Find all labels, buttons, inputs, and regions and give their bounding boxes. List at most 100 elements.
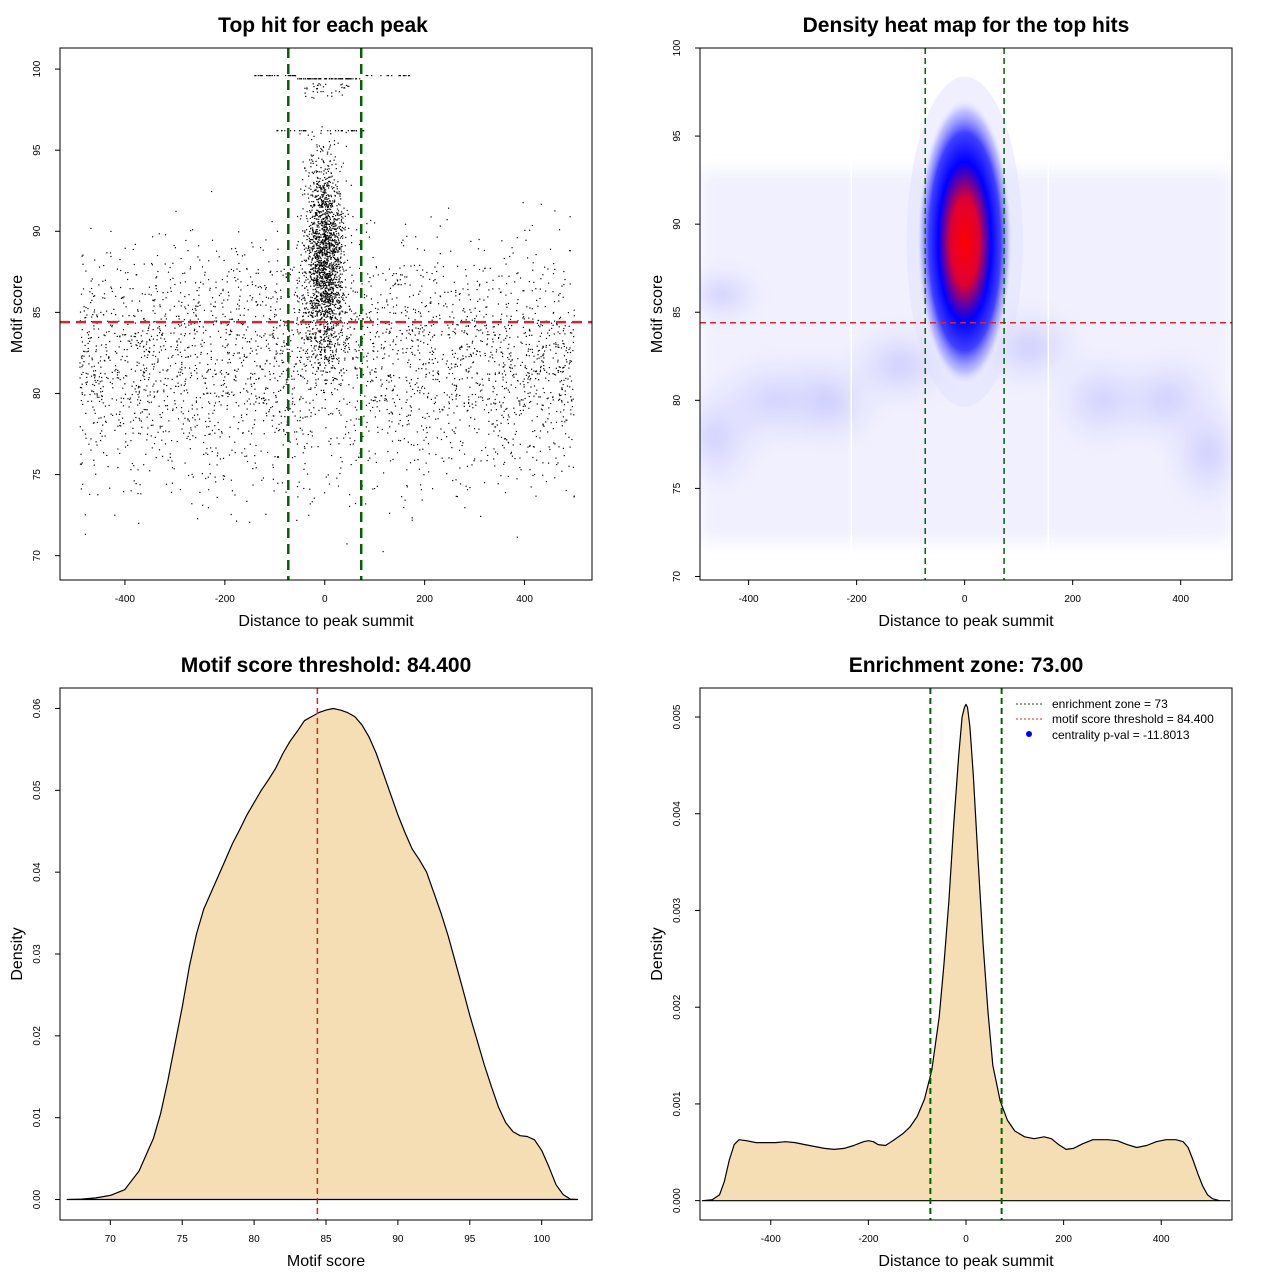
data-point — [313, 347, 315, 349]
data-point — [549, 349, 552, 351]
data-point — [398, 423, 400, 425]
data-point — [346, 339, 348, 341]
data-point — [333, 304, 335, 306]
data-point — [291, 393, 293, 395]
data-point — [322, 213, 324, 215]
data-point — [454, 366, 456, 368]
data-point — [318, 262, 320, 264]
data-point — [386, 301, 388, 303]
data-point — [268, 409, 271, 411]
data-point — [332, 290, 334, 292]
data-point — [152, 368, 155, 370]
data-point — [117, 425, 119, 427]
data-point — [512, 444, 514, 446]
data-point — [331, 367, 334, 369]
data-point — [510, 352, 512, 354]
data-point — [298, 481, 300, 483]
data-point — [367, 273, 369, 275]
data-point — [441, 457, 443, 459]
data-point — [209, 463, 211, 465]
data-point — [377, 308, 379, 310]
data-point — [474, 320, 476, 322]
data-point — [230, 329, 232, 331]
data-point — [320, 389, 322, 391]
data-point — [143, 389, 145, 391]
data-point — [324, 283, 327, 285]
data-point — [338, 275, 340, 277]
data-point — [316, 340, 318, 342]
data-point — [305, 307, 308, 309]
data-point — [324, 238, 326, 240]
data-point — [323, 326, 325, 328]
data-point — [317, 177, 319, 179]
data-point — [315, 290, 317, 292]
data-point — [341, 166, 343, 168]
data-point — [322, 272, 324, 274]
data-point — [517, 320, 519, 322]
data-point — [124, 383, 126, 385]
data-point — [84, 433, 87, 435]
data-point — [179, 325, 181, 327]
data-point — [296, 519, 298, 521]
data-point — [140, 356, 143, 358]
data-point — [446, 306, 448, 308]
data-point — [333, 357, 335, 359]
data-point — [347, 343, 349, 345]
data-point — [532, 474, 534, 477]
data-point — [104, 360, 106, 362]
data-point — [323, 217, 325, 219]
data-point — [315, 195, 317, 197]
data-point — [310, 228, 312, 230]
data-point — [317, 261, 320, 263]
data-point — [327, 346, 329, 348]
data-point — [573, 336, 575, 338]
data-point — [319, 324, 321, 326]
data-point — [93, 422, 95, 424]
data-point — [548, 366, 550, 369]
data-point — [328, 360, 330, 362]
data-point — [86, 376, 88, 378]
data-point — [395, 312, 397, 314]
data-point — [297, 296, 299, 298]
data-point — [316, 144, 318, 146]
data-point — [334, 242, 336, 244]
data-point — [484, 325, 486, 327]
data-point — [485, 447, 487, 449]
data-point — [279, 411, 281, 413]
data-point — [471, 393, 473, 396]
data-point — [527, 372, 529, 374]
data-point — [157, 431, 159, 433]
data-point — [522, 317, 524, 319]
data-point — [303, 339, 305, 341]
data-point — [326, 332, 328, 335]
data-point — [249, 378, 251, 380]
data-point — [459, 348, 461, 350]
data-point — [332, 264, 334, 266]
data-point — [223, 383, 226, 385]
data-point — [418, 333, 420, 335]
data-point — [214, 373, 216, 375]
data-point — [275, 395, 277, 397]
data-point — [323, 184, 325, 187]
data-point — [385, 331, 387, 333]
data-point — [477, 382, 479, 385]
data-point — [480, 340, 482, 342]
data-point — [283, 429, 285, 431]
data-point — [324, 407, 326, 409]
data-point — [319, 251, 322, 253]
data-point — [380, 347, 382, 349]
data-point — [484, 267, 486, 269]
data-point — [329, 254, 331, 256]
data-point — [563, 271, 565, 273]
data-point — [338, 232, 340, 234]
data-point — [311, 307, 313, 309]
data-point — [327, 260, 329, 262]
data-point — [390, 327, 392, 329]
data-point — [434, 348, 436, 350]
data-point — [557, 331, 559, 333]
data-point — [326, 340, 329, 342]
data-point — [319, 342, 322, 344]
data-point — [341, 281, 343, 283]
data-point — [318, 211, 320, 213]
data-point — [443, 460, 445, 462]
